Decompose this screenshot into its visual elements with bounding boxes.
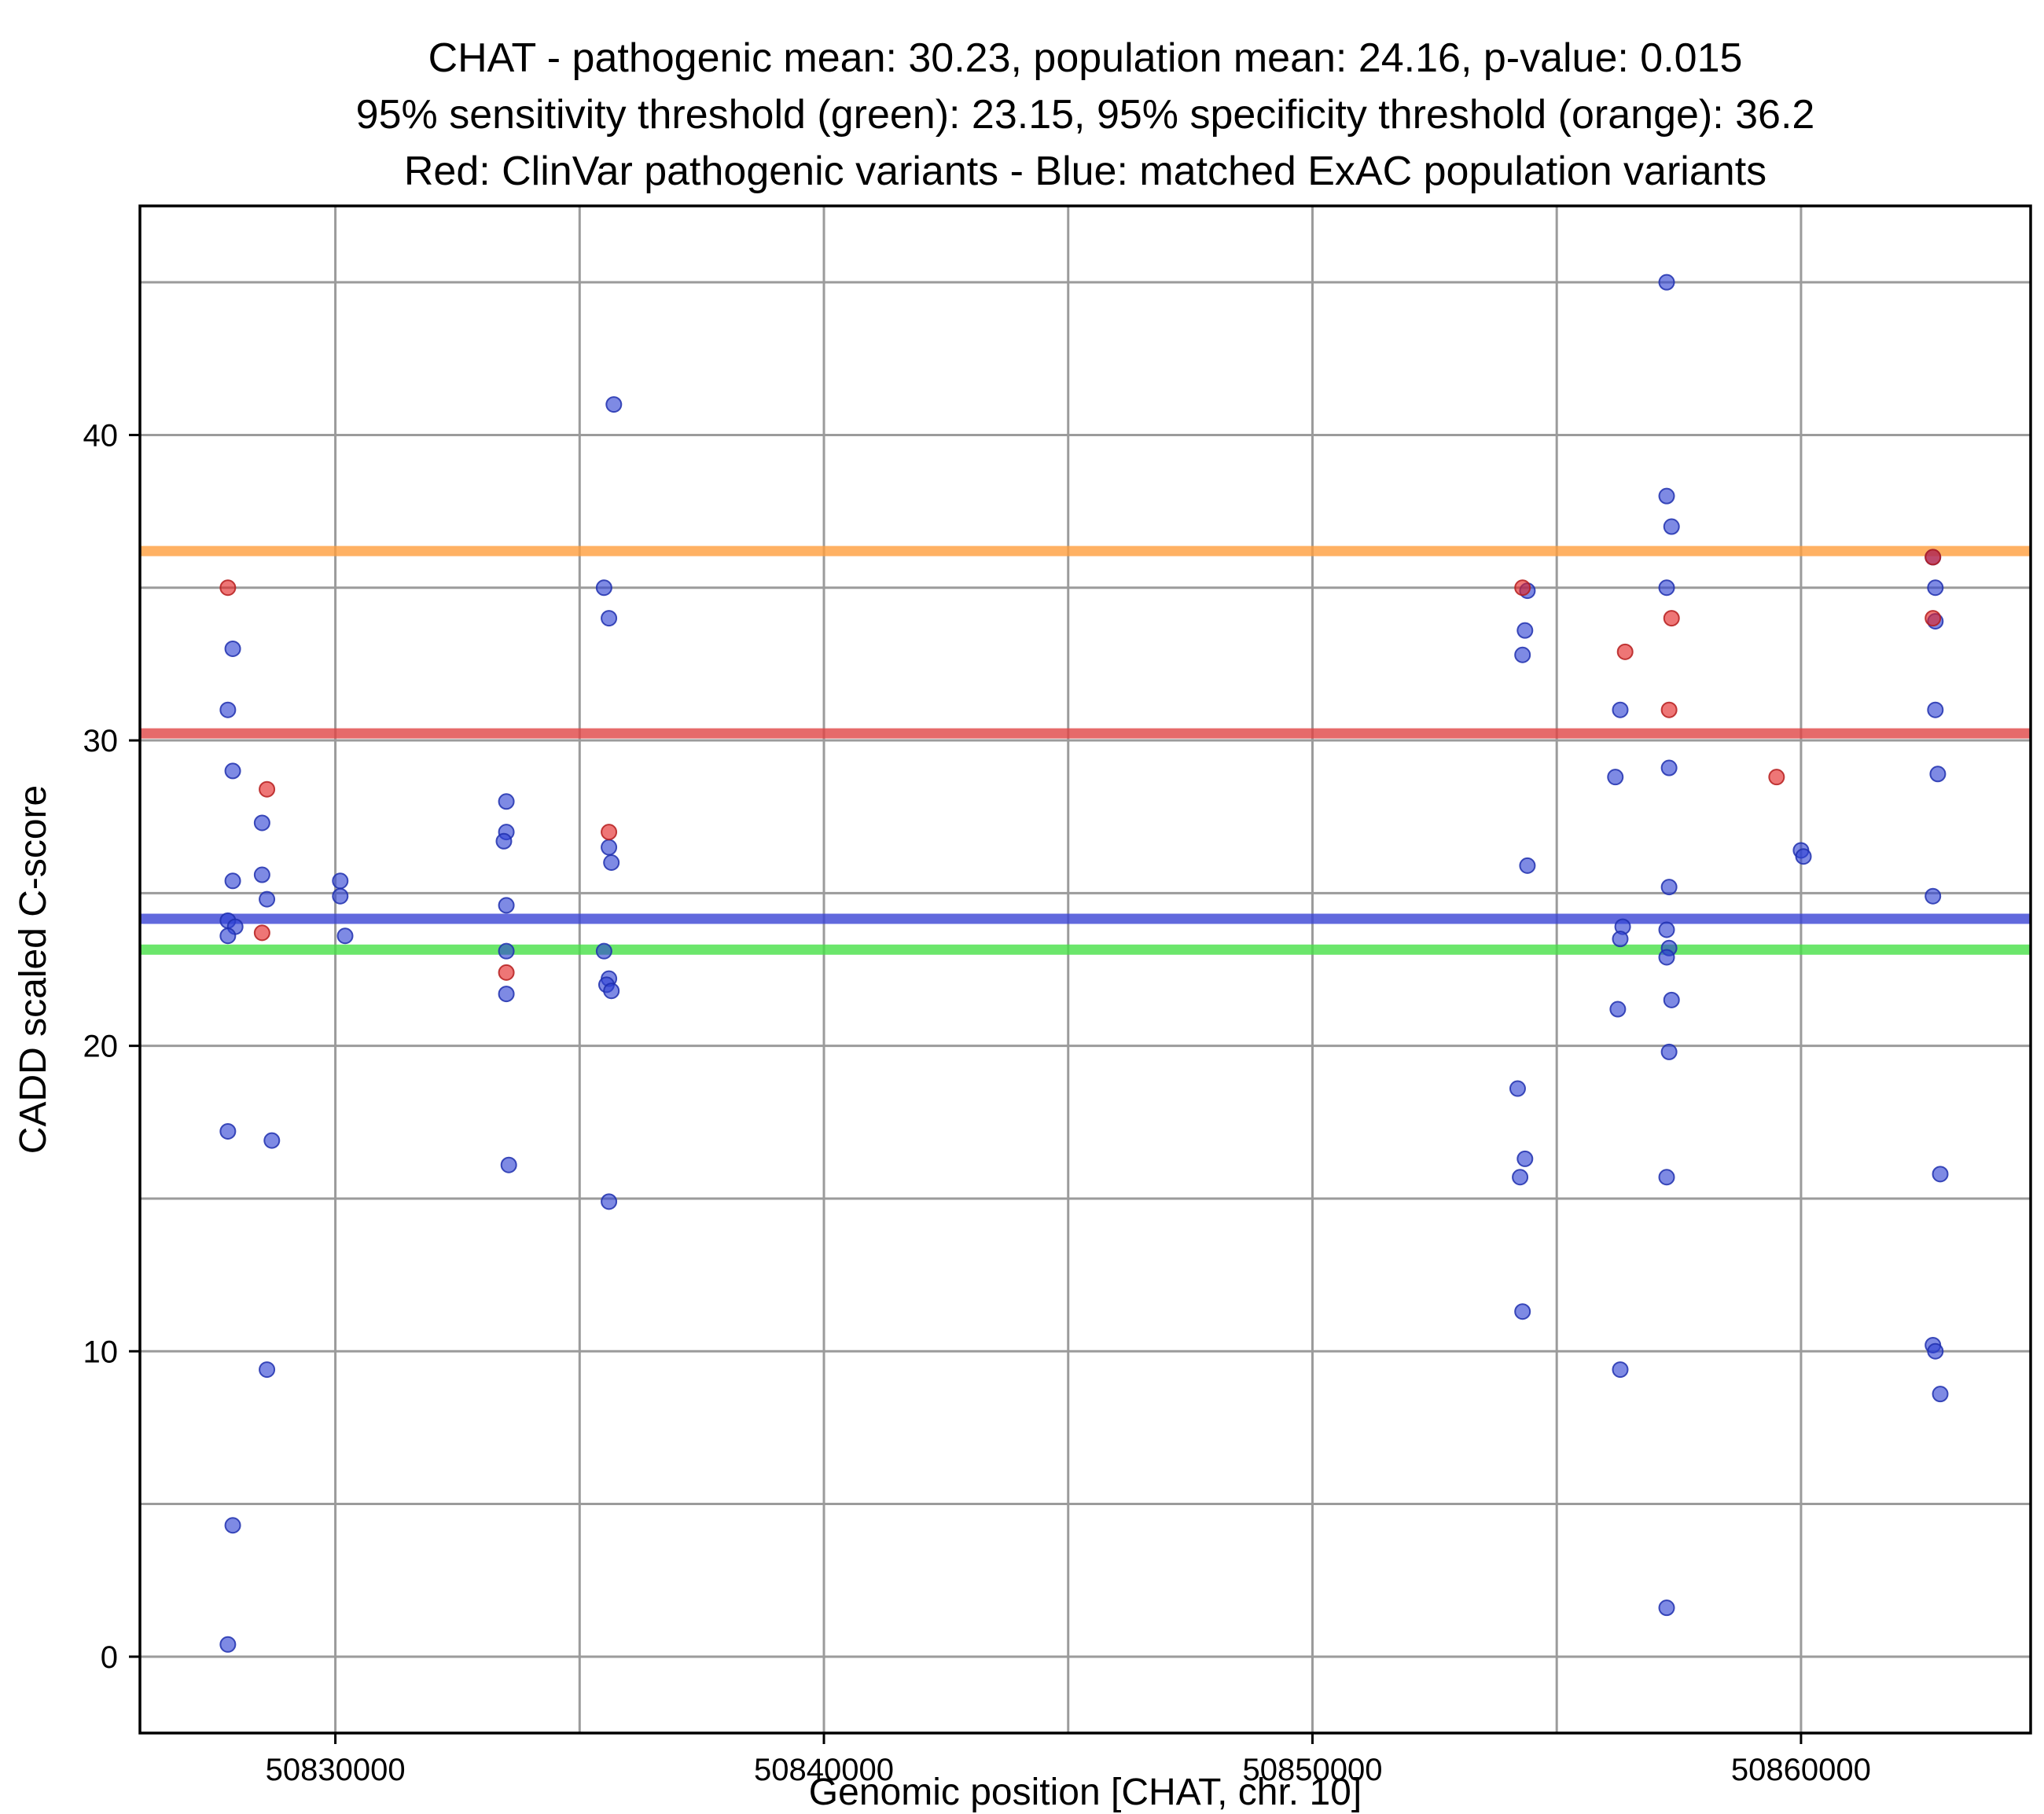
population-variant-point — [1663, 518, 1680, 535]
population-variant-point — [224, 1517, 241, 1534]
y-axis-label: CADD scaled C-score — [13, 785, 54, 1154]
population-variant-point — [1519, 857, 1536, 874]
y-tick-label: 20 — [83, 1030, 119, 1064]
pathogenic-variant-point — [259, 780, 276, 798]
population-variant-point — [332, 872, 349, 890]
population-variant-point — [1607, 769, 1624, 786]
pathogenic-variant-point — [1925, 610, 1942, 627]
population-variant-point — [603, 982, 620, 1000]
population-variant-point — [495, 832, 513, 850]
population-variant-point — [1658, 1169, 1675, 1186]
population-variant-point — [1516, 1150, 1534, 1167]
population-variant-point — [224, 640, 241, 657]
population-variant-point — [259, 1361, 276, 1379]
population-variant-point — [263, 1132, 281, 1149]
pathogenic-variant-point — [219, 579, 237, 597]
population-variant-point — [1612, 1361, 1629, 1379]
population-variant-point — [1658, 579, 1675, 597]
population-variant-point — [219, 1636, 237, 1653]
population-variant-point — [1660, 759, 1678, 777]
y-tick-label: 10 — [83, 1335, 119, 1369]
pathogenic-variant-point — [1514, 579, 1531, 597]
population-variant-point — [219, 701, 237, 718]
population-variant-point — [1509, 1080, 1526, 1097]
population-variant-point — [1927, 1342, 1944, 1360]
y-tick-label: 40 — [83, 418, 119, 453]
chart-title: CHAT - pathogenic mean: 30.23, populatio… — [140, 30, 2031, 200]
pathogenic-variant-point — [1660, 701, 1678, 718]
population-variant-point — [1514, 1303, 1531, 1320]
population-variant-point — [498, 897, 515, 914]
pathogenic-variant-point — [601, 824, 618, 841]
pathogenic-variant-point — [1663, 610, 1680, 627]
chart-title-line2: 95% sensitivity threshold (green): 23.15… — [355, 92, 1815, 138]
x-tick-label: 50860000 — [1731, 1753, 1871, 1787]
population-variant-point — [498, 942, 515, 960]
y-tick-label: 0 — [101, 1640, 118, 1675]
population-variant-point — [1660, 1043, 1678, 1060]
x-tick-label: 50830000 — [266, 1753, 406, 1787]
population-variant-point — [336, 927, 354, 945]
population-variant-point — [219, 1122, 237, 1140]
population-variant-point — [1932, 1166, 1949, 1183]
population-variant-point — [1927, 579, 1944, 597]
population-variant-point — [1658, 1599, 1675, 1617]
pathogenic-variant-point — [1768, 769, 1785, 786]
population-variant-point — [253, 814, 270, 832]
population-variant-point — [1658, 487, 1675, 505]
population-variant-point — [219, 927, 237, 945]
population-variant-point — [1612, 931, 1629, 948]
population-variant-point — [1795, 848, 1812, 865]
population-variant-point — [1658, 949, 1675, 966]
x-axis-label: Genomic position [CHAT, chr. 10] — [809, 1772, 1362, 1813]
plot-frame — [138, 204, 2032, 1735]
population-variant-point — [224, 762, 241, 780]
pathogenic-variant-point — [498, 964, 515, 981]
population-variant-point — [332, 887, 349, 905]
population-variant-point — [1516, 622, 1534, 639]
population-variant-point — [605, 396, 623, 413]
population-variant-point — [601, 839, 618, 856]
population-variant-point — [498, 793, 515, 810]
population-variant-point — [601, 1193, 618, 1210]
chart-title-line1: CHAT - pathogenic mean: 30.23, populatio… — [428, 35, 1743, 81]
population-variant-point — [601, 610, 618, 627]
population-variant-point — [603, 854, 620, 871]
population-variant-point — [1929, 766, 1947, 783]
population-variant-point — [1927, 701, 1944, 718]
population-variant-point — [1658, 921, 1675, 938]
population-variant-point — [253, 866, 270, 883]
pathogenic-variant-point — [1616, 643, 1634, 660]
population-variant-point — [595, 579, 612, 597]
population-variant-point — [1658, 274, 1675, 291]
population-variant-point — [1612, 701, 1629, 718]
population-variant-point — [1512, 1169, 1529, 1186]
population-variant-point — [595, 942, 612, 960]
population-variant-point — [500, 1156, 517, 1173]
population-variant-point — [498, 986, 515, 1003]
pathogenic-variant-point — [253, 924, 270, 942]
pathogenic-variant-point — [1925, 549, 1942, 566]
population-variant-point — [1609, 1001, 1627, 1018]
population-variant-point — [1660, 879, 1678, 896]
population-variant-point — [224, 872, 241, 890]
population-variant-point — [1514, 646, 1531, 663]
y-tick-label: 30 — [83, 724, 119, 758]
x-tick-label: 50840000 — [754, 1753, 894, 1787]
population-variant-point — [1932, 1386, 1949, 1403]
chart-title-line3: Red: ClinVar pathogenic variants - Blue:… — [403, 149, 1767, 194]
x-tick-label: 50850000 — [1242, 1753, 1382, 1787]
population-variant-point — [259, 890, 276, 908]
population-variant-point — [1663, 991, 1680, 1008]
population-variant-point — [1925, 887, 1942, 905]
